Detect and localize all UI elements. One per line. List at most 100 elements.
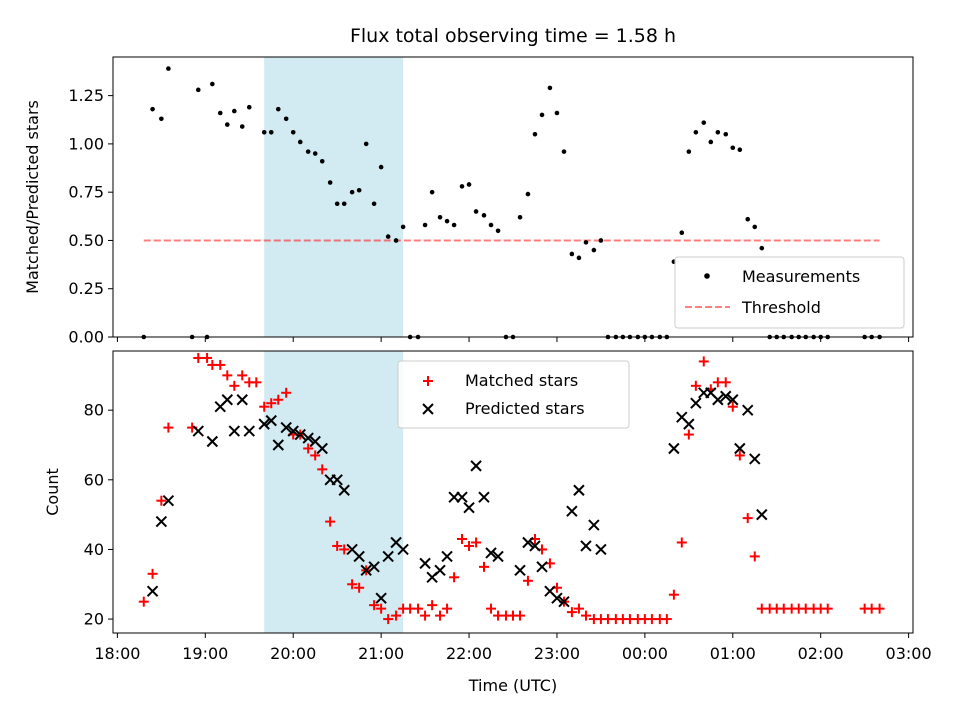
measurement-point — [576, 255, 582, 261]
predicted-point-stroke — [536, 561, 548, 573]
predicted-point — [162, 494, 175, 507]
top-ytick-label: 0.75 — [68, 183, 104, 202]
predicted-point-stroke — [558, 595, 570, 608]
measurement-point — [525, 191, 531, 197]
matched-point — [668, 589, 679, 600]
xtick-label: 21:00 — [358, 644, 404, 663]
matched-point — [317, 464, 328, 475]
predicted-point — [221, 394, 233, 406]
legend-matched-marker — [423, 376, 433, 386]
matched-point — [522, 575, 533, 586]
predicted-point-stroke — [485, 547, 497, 559]
bottom-highlight-span — [264, 351, 404, 633]
measurement-point — [290, 130, 296, 135]
matched-point — [683, 429, 694, 440]
predicted-point — [456, 491, 468, 503]
measurement-point — [693, 130, 699, 135]
measurement-point — [583, 240, 589, 245]
matched-point — [391, 610, 402, 621]
predicted-point-stroke — [742, 404, 754, 416]
measurement-point — [159, 116, 164, 122]
top-ytick-label: 1.00 — [68, 134, 104, 153]
predicted-point-stroke — [146, 585, 159, 597]
measurement-point — [708, 139, 714, 145]
predicted-point — [382, 550, 394, 563]
measurement-point — [466, 182, 472, 187]
xtick-label: 19:00 — [182, 644, 228, 663]
xtick-label: 00:00 — [622, 644, 668, 663]
measurement-point — [686, 149, 692, 154]
predicted-point — [588, 519, 600, 531]
measurement-point — [701, 120, 707, 125]
legend-measurements-label: Measurements — [742, 267, 860, 286]
matched-point — [138, 596, 149, 607]
predicted-point — [529, 540, 541, 552]
xtick-label: 22:00 — [446, 644, 492, 663]
xtick-label: 01:00 — [710, 644, 756, 663]
predicted-point — [236, 394, 248, 406]
matched-point — [457, 534, 468, 544]
predicted-point-stroke — [720, 390, 732, 402]
matched-point — [273, 394, 284, 405]
predicted-point — [206, 435, 219, 448]
matched-points — [138, 352, 885, 625]
matched-point — [369, 600, 380, 611]
predicted-point — [485, 547, 497, 559]
matched-point — [420, 610, 431, 621]
predicted-point — [302, 432, 314, 444]
measurement-point — [224, 122, 230, 127]
measurement-point — [232, 108, 237, 114]
top-ytick-label: 0.50 — [68, 231, 104, 250]
predicted-point-stroke — [294, 428, 306, 441]
measurement-point — [547, 85, 553, 91]
predicted-point-stroke — [705, 387, 717, 399]
measurement-point — [400, 224, 406, 230]
measurement-point — [473, 209, 479, 214]
bottom-axes-frame — [112, 350, 914, 634]
predicted-point — [580, 540, 592, 552]
predicted-point — [720, 390, 732, 402]
measurement-point — [246, 104, 252, 110]
predicted-point-stroke — [588, 519, 600, 531]
matched-point — [566, 607, 577, 618]
predicted-point-stroke — [331, 474, 343, 486]
x-axis-label: Time (UTC) — [468, 676, 557, 695]
figure-title: Flux total observing time = 1.58 h — [350, 25, 676, 47]
measurement-point — [363, 141, 369, 147]
measurement-point — [598, 238, 604, 243]
matched-point — [580, 610, 591, 621]
matched-point — [266, 398, 277, 409]
bottom-legend-box — [397, 360, 630, 429]
predicted-point-stroke — [551, 592, 563, 604]
matched-point — [749, 551, 760, 562]
predicted-point-stroke — [727, 394, 739, 406]
predicted-point — [668, 442, 680, 455]
measurement-point — [437, 214, 443, 220]
matched-point — [339, 544, 350, 555]
matched-point — [435, 610, 446, 621]
matched-point — [303, 443, 314, 454]
predicted-point — [280, 421, 292, 434]
predicted-point-stroke — [756, 508, 768, 521]
predicted-point-stroke — [595, 543, 607, 556]
bottom-y-ticks: 20 40 60 80 — [84, 401, 113, 629]
predicted-point-stroke — [478, 491, 490, 503]
measurement-point — [371, 201, 377, 207]
predicted-point-stroke — [258, 418, 270, 430]
measurement-point — [319, 158, 325, 164]
predicted-point-stroke — [668, 442, 680, 455]
measurement-point — [166, 66, 171, 71]
predicted-point — [375, 592, 387, 604]
predicted-point — [434, 564, 446, 577]
measurement-point — [385, 234, 391, 239]
bottom-legend: Matched stars Predicted stars — [397, 360, 630, 429]
predicted-point — [287, 425, 299, 437]
bottom-y-axis-label: Count — [43, 468, 62, 516]
predicted-point — [228, 425, 241, 437]
measurement-point — [283, 116, 289, 122]
predicted-point — [492, 550, 504, 563]
measurement-point — [737, 147, 743, 152]
matched-point — [332, 540, 343, 551]
matched-point — [486, 603, 497, 614]
predicted-point-stroke — [683, 418, 695, 430]
